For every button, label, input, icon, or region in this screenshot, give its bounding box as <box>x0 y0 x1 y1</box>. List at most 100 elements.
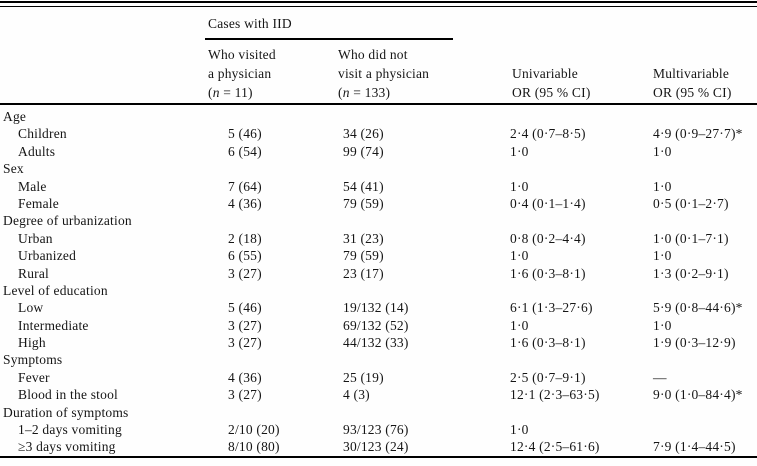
table-row-fever: Fever 4 (36) 25 (19) 2·5 (0·7–9·1) — <box>0 369 757 386</box>
n-value: = 133) <box>349 85 391 100</box>
top-rule-thick <box>0 1 757 3</box>
column-header-line: Who did not <box>338 47 408 62</box>
section-row-age: Age <box>0 108 757 125</box>
row-label: Rural <box>18 265 49 281</box>
cell-notvisited-count: 4 (3) <box>343 387 370 403</box>
cell-visited-count: 2/10 (20) <box>228 422 280 438</box>
column-header-line: OR (95 % CI) <box>653 85 732 100</box>
cell-multivariable-or: 1·0 <box>653 178 672 194</box>
paren: ( <box>208 85 213 100</box>
section-label: Duration of symptoms <box>3 404 129 420</box>
cell-visited-count: 7 (64) <box>228 178 262 194</box>
cell-multivariable-or: 1·0 <box>653 317 672 333</box>
cell-notvisited-count: 23 (17) <box>343 265 384 281</box>
column-header-line: Who visited <box>208 47 276 62</box>
cell-univariable-or: 1·0 <box>510 422 529 438</box>
cell-univariable-or: 12·1 (2·3–63·5) <box>510 387 600 403</box>
cell-visited-count: 3 (27) <box>228 335 262 351</box>
section-label: Degree of urbanization <box>3 213 132 229</box>
paren: ( <box>338 85 343 100</box>
row-label: Fever <box>18 369 50 385</box>
cell-univariable-or: 0·4 (0·1–1·4) <box>510 195 586 211</box>
row-label: Children <box>18 126 67 142</box>
header-rule <box>0 103 757 105</box>
cell-multivariable-or: 7·9 (1·4–44·5) <box>653 439 736 455</box>
row-label: Intermediate <box>18 317 89 333</box>
column-headers: Who visited a physician (n = 11) Who did… <box>0 44 757 102</box>
cell-univariable-or: 12·4 (2·5–61·6) <box>510 439 600 455</box>
section-row-sex: Sex <box>0 160 757 177</box>
cell-visited-count: 8/10 (80) <box>228 439 280 455</box>
cell-univariable-or: 2·5 (0·7–9·1) <box>510 369 586 385</box>
cell-notvisited-count: 31 (23) <box>343 230 384 246</box>
column-header-n: (n = 11) <box>208 83 335 102</box>
column-header-visited-physician: Who visited a physician (n = 11) <box>205 45 335 102</box>
cell-visited-count: 5 (46) <box>228 126 262 142</box>
column-header-line: Univariable <box>512 66 578 81</box>
table-row-low: Low 5 (46) 19/132 (14) 6·1 (1·3–27·6) 5·… <box>0 299 757 316</box>
top-rule-thin <box>0 6 757 7</box>
cell-visited-count: 3 (27) <box>228 317 262 333</box>
cell-multivariable-or: 0·5 (0·1–2·7) <box>653 195 729 211</box>
row-label: Adults <box>18 143 56 159</box>
section-row-symptoms: Symptoms <box>0 351 757 368</box>
section-row-education: Level of education <box>0 282 757 299</box>
table-row-rural: Rural 3 (27) 23 (17) 1·6 (0·3–8·1) 1·3 (… <box>0 265 757 282</box>
cell-visited-count: 6 (54) <box>228 143 262 159</box>
table-row-blood-in-stool: Blood in the stool 3 (27) 4 (3) 12·1 (2·… <box>0 386 757 403</box>
table-row-1-2-days-vomiting: 1–2 days vomiting 2/10 (20) 93/123 (76) … <box>0 421 757 438</box>
cell-notvisited-count: 93/123 (76) <box>343 422 409 438</box>
section-label: Sex <box>3 161 24 177</box>
row-label: ≥3 days vomiting <box>18 439 116 455</box>
bottom-rule <box>0 456 757 458</box>
cell-notvisited-count: 19/132 (14) <box>343 300 409 316</box>
table-row-adults: Adults 6 (54) 99 (74) 1·0 1·0 <box>0 143 757 160</box>
section-row-duration: Duration of symptoms <box>0 404 757 421</box>
cell-multivariable-or: 1·3 (0·2–9·1) <box>653 265 729 281</box>
section-label: Level of education <box>3 282 108 298</box>
spanner-header-cases-with-iid: Cases with IID <box>208 16 292 31</box>
cell-univariable-or: 0·8 (0·2–4·4) <box>510 230 586 246</box>
column-header-not-visited-physician: Who did not visit a physician (n = 133) <box>335 45 500 102</box>
cell-notvisited-count: 99 (74) <box>343 143 384 159</box>
cell-visited-count: 4 (36) <box>228 369 262 385</box>
table-body: Age Children 5 (46) 34 (26) 2·4 (0·7–8·5… <box>0 108 757 456</box>
cell-notvisited-count: 69/132 (52) <box>343 317 409 333</box>
cell-visited-count: 6 (55) <box>228 248 262 264</box>
cell-univariable-or: 2·4 (0·7–8·5) <box>510 126 586 142</box>
cell-multivariable-or: 9·0 (1·0–84·4)* <box>653 387 743 403</box>
cell-univariable-or: 1·0 <box>510 317 529 333</box>
table-row-high: High 3 (27) 44/132 (33) 1·6 (0·3–8·1) 1·… <box>0 334 757 351</box>
n-italic: n <box>342 85 350 100</box>
row-label: Urbanized <box>18 248 77 264</box>
row-label: 1–2 days vomiting <box>18 422 122 438</box>
cell-notvisited-count: 79 (59) <box>343 248 384 264</box>
cell-univariable-or: 1·6 (0·3–8·1) <box>510 335 586 351</box>
table-row-urban: Urban 2 (18) 31 (23) 0·8 (0·2–4·4) 1·0 (… <box>0 230 757 247</box>
cell-multivariable-or: 1·0 <box>653 248 672 264</box>
cell-univariable-or: 1·0 <box>510 143 529 159</box>
cell-visited-count: 4 (36) <box>228 195 262 211</box>
section-label: Age <box>3 109 27 124</box>
cell-multivariable-or: — <box>653 369 667 385</box>
cell-visited-count: 5 (46) <box>228 300 262 316</box>
column-header-univariable-or: Univariable OR (95 % CI) <box>500 64 645 102</box>
table-row-urbanized: Urbanized 6 (55) 79 (59) 1·0 1·0 <box>0 247 757 264</box>
cell-notvisited-count: 54 (41) <box>343 178 384 194</box>
n-italic: n <box>212 85 220 100</box>
column-header-multivariable-or: Multivariable OR (95 % CI) <box>645 64 757 102</box>
table-row-intermediate: Intermediate 3 (27) 69/132 (52) 1·0 1·0 <box>0 317 757 334</box>
cell-univariable-or: 1·0 <box>510 248 529 264</box>
row-label: Low <box>18 300 44 316</box>
spanner-rule <box>205 38 453 40</box>
table-row-female: Female 4 (36) 79 (59) 0·4 (0·1–1·4) 0·5 … <box>0 195 757 212</box>
column-header-line: visit a physician <box>338 66 430 81</box>
table-row-children: Children 5 (46) 34 (26) 2·4 (0·7–8·5) 4·… <box>0 125 757 142</box>
table-row-male: Male 7 (64) 54 (41) 1·0 1·0 <box>0 178 757 195</box>
cell-visited-count: 3 (27) <box>228 387 262 403</box>
cell-multivariable-or: 1·0 (0·1–7·1) <box>653 230 729 246</box>
n-value: = 11) <box>219 85 253 100</box>
column-header-line: OR (95 % CI) <box>512 85 591 100</box>
row-label: High <box>18 335 46 351</box>
